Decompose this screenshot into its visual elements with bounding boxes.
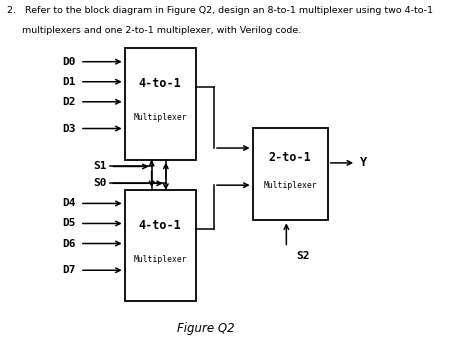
Text: Multiplexer: Multiplexer bbox=[263, 181, 317, 190]
Text: D3: D3 bbox=[63, 123, 76, 133]
Text: S0: S0 bbox=[93, 178, 106, 188]
Bar bbox=[125, 48, 196, 160]
Text: 2-to-1: 2-to-1 bbox=[269, 151, 311, 164]
Text: 2.   Refer to the block diagram in Figure Q2, design an 8-to-1 multiplexer using: 2. Refer to the block diagram in Figure … bbox=[7, 6, 433, 15]
Text: multiplexers and one 2-to-1 multiplexer, with Verilog code.: multiplexers and one 2-to-1 multiplexer,… bbox=[7, 26, 301, 35]
Text: D2: D2 bbox=[63, 97, 76, 107]
Text: Y: Y bbox=[360, 156, 367, 169]
Text: D0: D0 bbox=[63, 57, 76, 67]
Text: Figure Q2: Figure Q2 bbox=[177, 322, 235, 335]
Text: D7: D7 bbox=[63, 265, 76, 275]
Text: D6: D6 bbox=[63, 238, 76, 249]
Text: D5: D5 bbox=[63, 218, 76, 228]
Text: D1: D1 bbox=[63, 77, 76, 87]
Text: S2: S2 bbox=[297, 251, 310, 261]
Text: Multiplexer: Multiplexer bbox=[133, 113, 187, 122]
Text: 4-to-1: 4-to-1 bbox=[139, 219, 182, 232]
Bar bbox=[125, 190, 196, 301]
Text: Multiplexer: Multiplexer bbox=[133, 255, 187, 264]
Text: 4-to-1: 4-to-1 bbox=[139, 78, 182, 91]
Text: D4: D4 bbox=[63, 198, 76, 209]
Text: S1: S1 bbox=[93, 162, 106, 172]
Bar bbox=[253, 128, 328, 221]
